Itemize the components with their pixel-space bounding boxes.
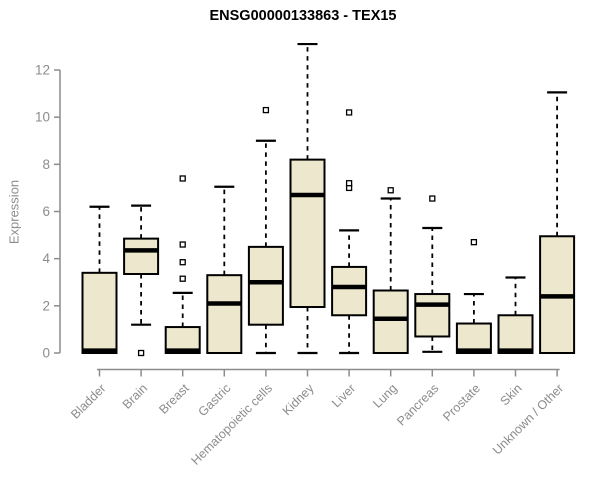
x-tick-label-bladder: Bladder: [68, 381, 108, 421]
x-tick-label-prostate: Prostate: [440, 381, 483, 424]
x-tick-label-brain: Brain: [120, 381, 151, 412]
x-tick-label-liver: Liver: [329, 381, 358, 410]
iqr-box: [206, 274, 243, 354]
iqr-box: [455, 322, 492, 354]
boxplot-skin: [497, 276, 534, 355]
x-tick-label-skin: Skin: [498, 381, 525, 408]
iqr-box: [289, 158, 326, 309]
iqr-box: [123, 237, 160, 275]
boxplot-breast: [164, 175, 201, 354]
y-tick-label: 8: [42, 157, 50, 172]
outlier-point: [345, 180, 353, 187]
outlier-point: [179, 175, 186, 182]
boxplot-kidney: [289, 42, 326, 355]
boxplot-pancreas: [414, 195, 451, 353]
y-tick-label: 6: [42, 204, 50, 219]
boxplot-lung: [372, 187, 409, 354]
iqr-box: [331, 265, 368, 317]
x-tick-label-kidney: Kidney: [280, 381, 317, 418]
outlier-point: [179, 275, 186, 282]
outlier-point: [429, 195, 436, 202]
y-tick-label: 2: [42, 298, 50, 313]
x-tick-label-lung: Lung: [370, 381, 400, 411]
outlier-point: [262, 106, 270, 114]
boxplot-brain: [123, 204, 160, 357]
boxplot-bladder: [81, 205, 118, 355]
x-tick-label-unknown-other: Unknown / Other: [490, 381, 566, 457]
outlier-point: [137, 349, 145, 357]
boxplot-gastric: [206, 185, 243, 354]
x-tick-label-hematopoietic-cells: Hematopoietic cells: [188, 381, 275, 468]
boxplot-unknown-other: [539, 91, 576, 354]
boxplot-hematopoietic-cells: [247, 106, 284, 355]
boxplot-prostate: [455, 239, 492, 354]
x-tick-label-pancreas: Pancreas: [394, 381, 441, 428]
boxplot-liver: [331, 109, 368, 355]
outlier-point: [179, 241, 186, 248]
y-tick-label: 0: [42, 346, 50, 361]
y-tick-label: 10: [35, 110, 50, 125]
chart-title: ENSG00000133863 - TEX15: [209, 8, 397, 24]
iqr-box: [414, 293, 451, 338]
outlier-point: [179, 259, 186, 266]
iqr-box: [247, 245, 284, 326]
iqr-box: [372, 289, 409, 354]
x-tick-label-gastric: Gastric: [196, 381, 234, 419]
y-tick-label: 4: [42, 251, 50, 266]
x-tick-label-breast: Breast: [156, 381, 192, 417]
outlier-point: [470, 239, 478, 246]
outlier-point: [345, 109, 353, 116]
iqr-box: [81, 271, 118, 355]
y-axis: 0 2 4 6 8 10 12: [35, 63, 61, 361]
iqr-box: [497, 314, 534, 355]
y-tick-label: 12: [35, 63, 50, 78]
outlier-point: [387, 187, 394, 194]
